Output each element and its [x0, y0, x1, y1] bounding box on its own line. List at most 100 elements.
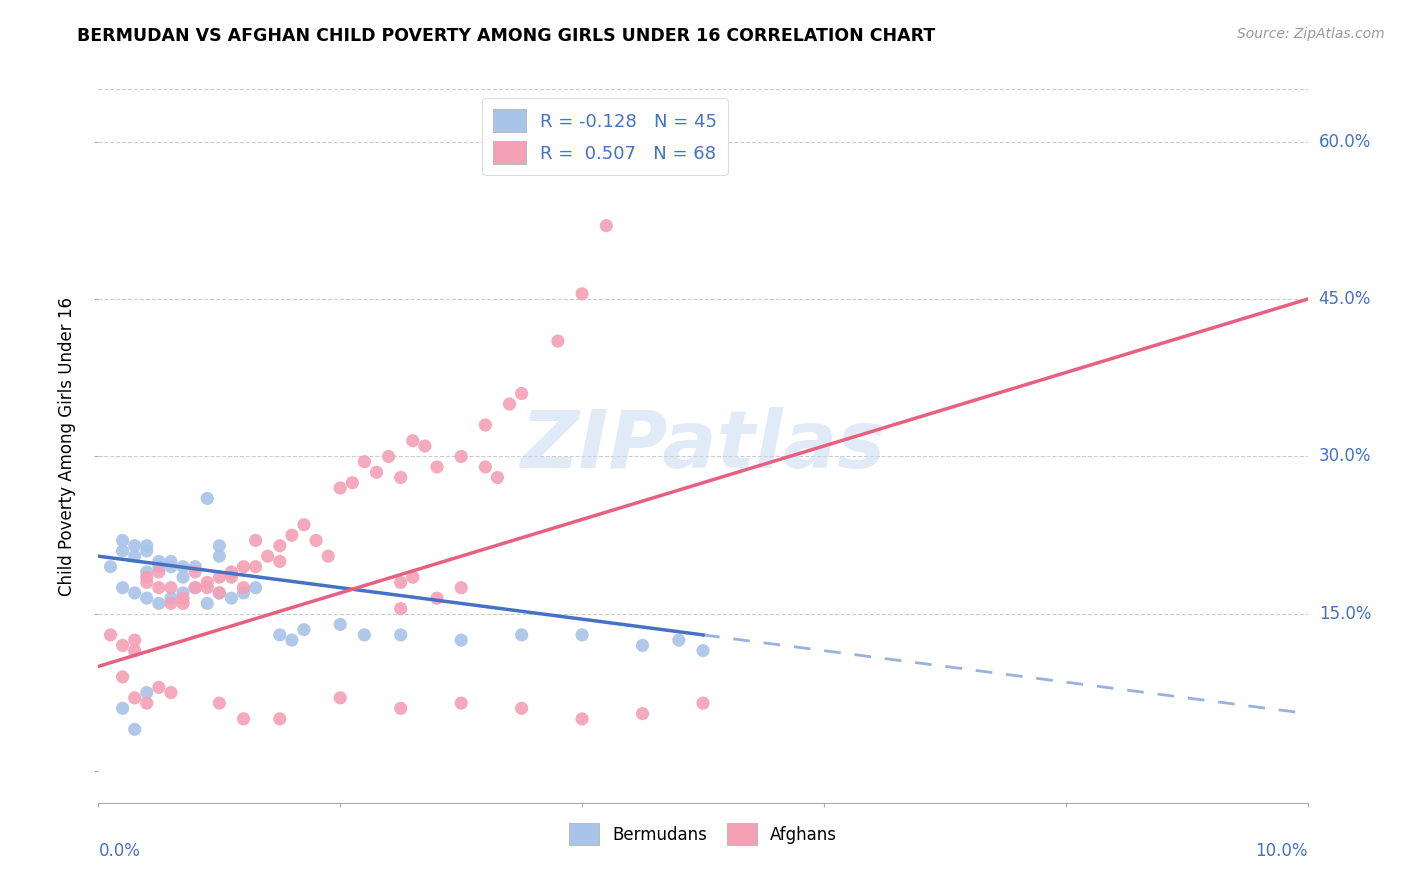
Point	[135, 544, 157, 558]
Point	[510, 386, 533, 401]
Point	[124, 723, 146, 737]
Point	[571, 628, 593, 642]
Point	[389, 470, 412, 484]
Point	[160, 596, 183, 610]
Point	[366, 465, 388, 479]
Point	[547, 334, 569, 348]
Point	[135, 685, 157, 699]
Point	[221, 565, 243, 579]
Point	[631, 706, 654, 721]
Point	[353, 628, 375, 642]
Point	[208, 539, 231, 553]
Point	[124, 586, 146, 600]
Point	[474, 460, 496, 475]
Point	[135, 565, 157, 579]
Point	[135, 575, 157, 590]
Point	[124, 539, 146, 553]
Text: 60.0%: 60.0%	[1319, 133, 1371, 151]
Point	[160, 591, 183, 606]
Point	[256, 549, 278, 564]
Point	[510, 628, 533, 642]
Point	[208, 586, 231, 600]
Text: Source: ZipAtlas.com: Source: ZipAtlas.com	[1237, 27, 1385, 41]
Point	[486, 470, 509, 484]
Point	[353, 455, 375, 469]
Point	[135, 570, 157, 584]
Point	[124, 633, 146, 648]
Point	[195, 581, 218, 595]
Point	[195, 491, 218, 506]
Text: 0.0%: 0.0%	[98, 842, 141, 860]
Point	[329, 690, 352, 705]
Point	[450, 633, 472, 648]
Point	[292, 517, 315, 532]
Text: ZIPatlas: ZIPatlas	[520, 407, 886, 485]
Point	[498, 397, 520, 411]
Point	[124, 549, 146, 564]
Point	[172, 591, 194, 606]
Point	[232, 586, 254, 600]
Text: 15.0%: 15.0%	[1319, 605, 1371, 623]
Legend: Bermudans, Afghans: Bermudans, Afghans	[562, 817, 844, 852]
Point	[450, 696, 472, 710]
Point	[172, 570, 194, 584]
Point	[329, 617, 352, 632]
Text: 45.0%: 45.0%	[1319, 290, 1371, 308]
Text: BERMUDAN VS AFGHAN CHILD POVERTY AMONG GIRLS UNDER 16 CORRELATION CHART: BERMUDAN VS AFGHAN CHILD POVERTY AMONG G…	[77, 27, 935, 45]
Point	[208, 549, 231, 564]
Point	[160, 581, 183, 595]
Point	[184, 565, 207, 579]
Point	[111, 639, 134, 653]
Point	[160, 559, 183, 574]
Point	[389, 701, 412, 715]
Point	[100, 559, 122, 574]
Point	[172, 559, 194, 574]
Point	[631, 639, 654, 653]
Point	[232, 581, 254, 595]
Point	[184, 581, 207, 595]
Point	[426, 591, 449, 606]
Point	[292, 623, 315, 637]
Point	[195, 575, 218, 590]
Point	[474, 417, 496, 432]
Point	[135, 539, 157, 553]
Point	[245, 581, 267, 595]
Point	[571, 712, 593, 726]
Point	[232, 712, 254, 726]
Point	[111, 581, 134, 595]
Point	[269, 628, 291, 642]
Point	[111, 544, 134, 558]
Point	[208, 570, 231, 584]
Point	[232, 559, 254, 574]
Point	[316, 549, 339, 564]
Point	[342, 475, 364, 490]
Point	[269, 554, 291, 568]
Text: 30.0%: 30.0%	[1319, 448, 1371, 466]
Point	[111, 533, 134, 548]
Point	[148, 565, 170, 579]
Point	[692, 643, 714, 657]
Point	[389, 601, 412, 615]
Point	[100, 628, 122, 642]
Point	[245, 533, 267, 548]
Point	[184, 559, 207, 574]
Point	[148, 681, 170, 695]
Point	[208, 696, 231, 710]
Text: 10.0%: 10.0%	[1256, 842, 1308, 860]
Point	[269, 539, 291, 553]
Point	[135, 591, 157, 606]
Point	[402, 570, 425, 584]
Point	[692, 696, 714, 710]
Y-axis label: Child Poverty Among Girls Under 16: Child Poverty Among Girls Under 16	[58, 296, 76, 596]
Point	[413, 439, 436, 453]
Point	[221, 591, 243, 606]
Point	[172, 596, 194, 610]
Point	[160, 554, 183, 568]
Point	[595, 219, 617, 233]
Point	[208, 586, 231, 600]
Point	[148, 559, 170, 574]
Point	[245, 559, 267, 574]
Point	[111, 670, 134, 684]
Point	[281, 528, 304, 542]
Point	[269, 712, 291, 726]
